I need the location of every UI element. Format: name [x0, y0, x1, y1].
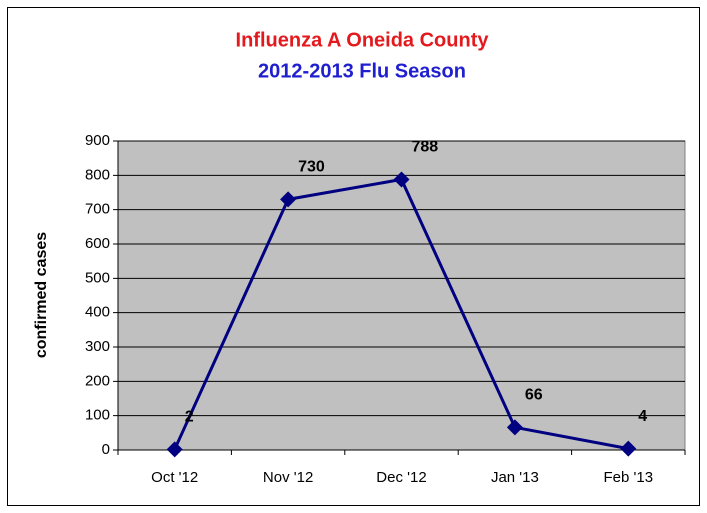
- data-point: [166, 441, 183, 458]
- chart-title: Influenza A Oneida County: [236, 29, 490, 51]
- data-label: 2: [185, 409, 194, 426]
- y-tick-label: 200: [85, 372, 110, 389]
- y-tick-label: 500: [85, 269, 110, 286]
- x-tick-label: Dec '12: [376, 469, 426, 486]
- chart-subtitle: 2012-2013 Flu Season: [258, 60, 466, 82]
- data-point: [280, 191, 297, 208]
- y-tick-label: 800: [85, 166, 110, 183]
- x-tick-label: Feb '13: [604, 469, 654, 486]
- data-label: 66: [525, 387, 543, 404]
- y-tick-label: 400: [85, 304, 110, 321]
- y-tick-label: 300: [85, 338, 110, 355]
- data-label: 788: [412, 139, 439, 156]
- y-tick-label: 0: [102, 441, 110, 458]
- plot-area: [117, 140, 686, 451]
- y-tick-label: 900: [85, 132, 110, 149]
- x-tick-label: Jan '13: [491, 469, 539, 486]
- y-axis-label: confirmed cases: [33, 232, 50, 358]
- x-tick-label: Oct '12: [151, 469, 198, 486]
- y-tick-label: 600: [85, 235, 110, 252]
- data-point: [506, 419, 523, 436]
- data-label: 730: [298, 159, 325, 176]
- data-label: 4: [638, 408, 647, 425]
- data-point: [393, 171, 410, 188]
- y-tick-label: 100: [85, 407, 110, 424]
- x-tick-label: Nov '12: [263, 469, 313, 486]
- data-point: [620, 440, 637, 457]
- y-tick-label: 700: [85, 201, 110, 218]
